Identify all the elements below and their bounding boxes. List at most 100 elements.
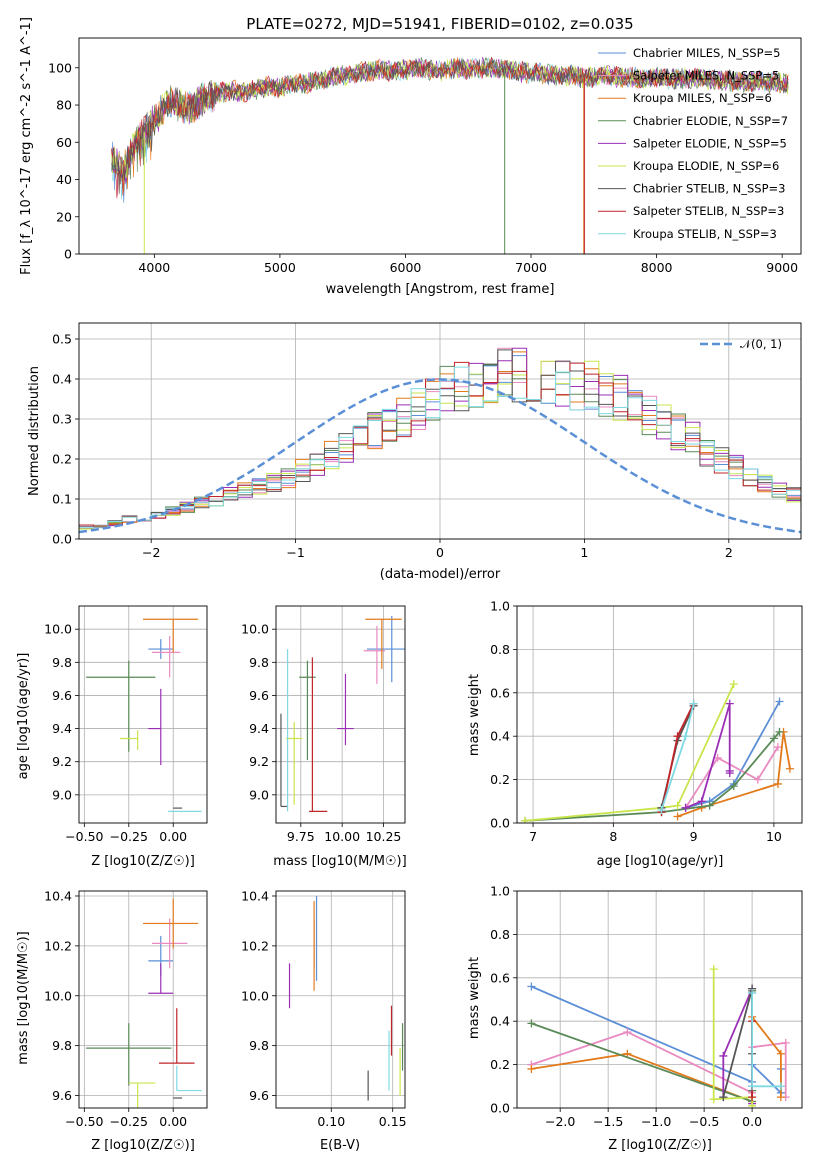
y-tick-label: 0.8	[490, 927, 510, 942]
weight-marker-chabrier-elodie	[729, 782, 738, 791]
y-tick-label: 10.0	[44, 622, 72, 637]
weight-marker-kroupa-elodie	[748, 1101, 757, 1108]
legend-label-kroupa-elodie: Kroupa ELODIE, N_SSP=6	[633, 159, 779, 173]
y-tick-label: 9.6	[52, 1088, 72, 1103]
y-tick-label: 20	[56, 209, 72, 224]
weight-marker-kroupa-miles	[673, 812, 682, 821]
x-tick-label: 0.00	[159, 829, 187, 844]
legend-label-salpeter-elodie: Salpeter ELODIE, N_SSP=5	[633, 136, 787, 150]
x-tick-label: 9.75	[287, 829, 315, 844]
y-tick-label: 9.6	[52, 688, 72, 703]
y-tick-label: 9.6	[249, 1088, 269, 1103]
y-tick-label: 10.0	[241, 988, 269, 1003]
mw-age-ylabel: mass weight	[467, 674, 482, 756]
histogram-series-salpeter-stelib	[79, 361, 801, 528]
mass-weight-vs-age-panel: 7 8 9 10 0.0 0.2 0.4 0.6 0.8 1.0	[490, 599, 803, 844]
weight-marker-kroupa-miles	[776, 1049, 785, 1058]
y-tick-label: 0.0	[490, 1101, 510, 1116]
y-tick-label: 0	[64, 247, 72, 262]
weight-marker-chabrier-elodie	[705, 801, 714, 810]
x-tick-label: 0.10	[317, 1114, 345, 1129]
errorbars	[280, 615, 405, 813]
axes-frame	[275, 890, 406, 1109]
age-vs-z-panel: −0.50 −0.25 0.00 9.0 9.2 9.4 9.6 9.8 10.0	[44, 605, 208, 844]
weight-marker-kroupa-miles	[785, 764, 794, 773]
legend-label-salpeter-stelib: Salpeter STELIB, N_SSP=3	[633, 204, 784, 218]
y-tick-label: 9.2	[249, 754, 269, 769]
weight-marker-kroupa-stelib	[748, 988, 757, 997]
weight-marker-kroupa-miles	[776, 1093, 785, 1102]
x-tick-label: 6000	[390, 260, 422, 275]
weight-marker-chabrier-elodie	[769, 734, 778, 743]
x-tick-label: 8	[609, 829, 617, 844]
weight-marker-chabrier-stelib	[719, 1093, 728, 1102]
weight-marker-salpeter-miles	[753, 775, 762, 784]
y-tick-label: 0.4	[490, 729, 510, 744]
y-tick-label: 10.2	[241, 938, 269, 953]
y-tick-label: 9.8	[249, 1038, 269, 1053]
age-z-ylabel: age [log10(age/yr)]	[16, 653, 31, 780]
x-tick-label: 4000	[138, 260, 170, 275]
weight-marker-kroupa-elodie	[709, 965, 718, 974]
x-tick-label: −0.25	[110, 1114, 148, 1129]
x-tick-label: −2.0	[545, 1114, 575, 1129]
y-tick-label: 9.2	[52, 754, 72, 769]
y-tick-label: 0.4	[490, 1014, 510, 1029]
x-tick-label: 5000	[264, 260, 296, 275]
weight-lines	[521, 680, 794, 823]
weight-lines	[527, 965, 790, 1108]
weight-series-kroupa-stelib	[751, 993, 781, 1088]
weight-marker-kroupa-stelib	[689, 699, 698, 708]
age-z-xlabel: Z [log10(Z/Z☉)]	[91, 854, 195, 869]
gaussian-curve	[79, 378, 801, 534]
residual-histogram-panel: −2 −1 0 1 2 0.0 0.1 0.2 0.3 0.4 0.5	[52, 322, 802, 560]
mass-z-xlabel: Z [log10(Z/Z☉)]	[91, 1138, 195, 1153]
mass-vs-z-panel: −0.50 −0.25 0.00 9.6 9.8 10.0 10.2 10.4	[44, 888, 208, 1129]
spectrum-legend: Chabrier MILES, N_SSP=5 Salpeter MILES, N…	[598, 46, 788, 241]
legend-label-kroupa-stelib: Kroupa STELIB, N_SSP=3	[633, 227, 777, 241]
weight-marker-chabrier-miles	[527, 982, 536, 991]
x-tick-label: −0.25	[110, 829, 148, 844]
weight-marker-kroupa-elodie	[709, 1095, 718, 1104]
x-tick-label: −0.50	[65, 1114, 103, 1129]
y-tick-label: 0.4	[52, 372, 72, 387]
axes-frame	[275, 605, 406, 824]
x-tick-label: 1	[580, 545, 588, 560]
y-tick-label: 10.0	[241, 622, 269, 637]
axes-frame	[78, 605, 208, 824]
x-tick-label: 9000	[766, 260, 798, 275]
weight-series-chabrier-miles	[685, 701, 781, 809]
weight-marker-salpeter-elodie	[719, 1051, 728, 1060]
weight-marker-kroupa-miles	[773, 779, 782, 788]
axes-frame	[516, 890, 803, 1109]
y-tick-label: 0.1	[52, 492, 72, 507]
weight-series-salpeter-miles	[684, 746, 779, 809]
weight-marker-kroupa-elodie	[729, 680, 738, 689]
weight-marker-salpeter-elodie	[725, 766, 734, 775]
x-tick-label: 0.0	[742, 1114, 762, 1129]
histogram-ylabel: Normed distribution	[27, 366, 42, 496]
y-tick-label: 9.8	[249, 655, 269, 670]
x-tick-label: 10	[766, 829, 782, 844]
x-tick-label: 0.00	[159, 1114, 187, 1129]
weight-marker-kroupa-miles	[527, 1064, 536, 1073]
y-tick-label: 0.6	[490, 970, 510, 985]
y-tick-label: 0.5	[52, 332, 72, 347]
weight-series-chabrier-elodie	[524, 731, 781, 822]
y-tick-label: 9.0	[52, 787, 72, 802]
axes-frame	[78, 890, 208, 1109]
weight-series-kroupa-elodie	[524, 683, 735, 822]
y-tick-label: 0.0	[52, 532, 72, 547]
weight-series-kroupa-stelib	[660, 703, 695, 811]
histogram-series-salpeter-miles	[79, 347, 801, 530]
y-tick-label: 1.0	[490, 884, 510, 899]
weight-series-chabrier-elodie	[531, 990, 753, 1103]
weight-marker-chabrier-elodie	[775, 727, 784, 736]
y-tick-label: 9.6	[249, 688, 269, 703]
spectrum-series-chabrier-stelib	[111, 57, 789, 194]
x-tick-label: −1.0	[641, 1114, 671, 1129]
y-tick-label: 9.8	[52, 655, 72, 670]
mass-z-ylabel: mass [log10(M/M☉)]	[16, 931, 31, 1064]
x-tick-label: 8000	[641, 260, 673, 275]
